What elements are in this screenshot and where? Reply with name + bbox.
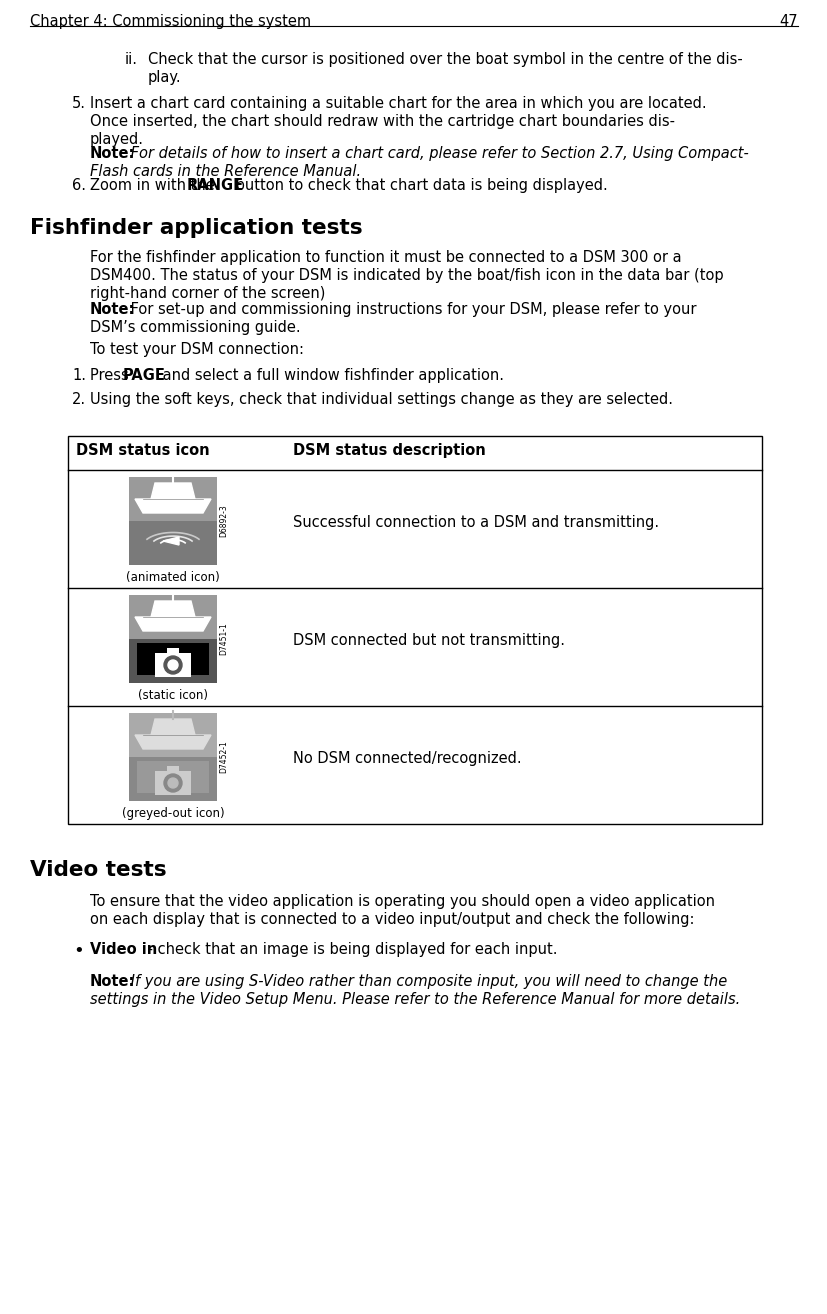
Text: 5.: 5.	[72, 96, 86, 110]
Text: (static icon): (static icon)	[138, 689, 208, 702]
Bar	[167, 766, 179, 773]
Text: Successful connection to a DSM and transmitting.: Successful connection to a DSM and trans…	[293, 515, 658, 531]
Bar	[68, 436, 761, 824]
Text: ii.: ii.	[125, 53, 138, 67]
Circle shape	[164, 774, 182, 792]
Text: To ensure that the video application is operating you should open a video applic: To ensure that the video application is …	[90, 894, 715, 909]
Polygon shape	[135, 499, 211, 512]
Text: Once inserted, the chart should redraw with the cartridge chart boundaries dis-: Once inserted, the chart should redraw w…	[90, 114, 674, 129]
Text: Video tests: Video tests	[30, 859, 166, 880]
Polygon shape	[151, 719, 195, 735]
Polygon shape	[151, 600, 195, 618]
Text: 1.: 1.	[72, 368, 86, 382]
Text: 47: 47	[778, 14, 797, 29]
Text: PAGE: PAGE	[123, 368, 165, 382]
Text: Flash cards in the Reference Manual.: Flash cards in the Reference Manual.	[90, 164, 361, 179]
Text: DSM connected but not transmitting.: DSM connected but not transmitting.	[293, 633, 564, 649]
Circle shape	[168, 778, 178, 788]
Text: Fishfinder application tests: Fishfinder application tests	[30, 218, 362, 238]
Polygon shape	[135, 618, 211, 631]
Text: D6892-3: D6892-3	[218, 505, 227, 537]
Circle shape	[168, 660, 178, 670]
Text: For the fishfinder application to function it must be connected to a DSM 300 or : For the fishfinder application to functi…	[90, 250, 681, 265]
Text: Using the soft keys, check that individual settings change as they are selected.: Using the soft keys, check that individu…	[90, 392, 672, 407]
Text: For details of how to insert a chart card, please refer to Section 2.7, Using Co: For details of how to insert a chart car…	[126, 146, 748, 162]
Text: No DSM connected/recognized.: No DSM connected/recognized.	[293, 752, 521, 766]
Text: on each display that is connected to a video input/output and check the followin: on each display that is connected to a v…	[90, 912, 694, 926]
Text: (greyed-out icon): (greyed-out icon)	[122, 807, 224, 820]
Text: Note:: Note:	[90, 146, 135, 162]
Text: DSM400. The status of your DSM is indicated by the boat/fish icon in the data ba: DSM400. The status of your DSM is indica…	[90, 268, 723, 283]
Text: DSM status description: DSM status description	[293, 443, 485, 459]
Text: For set-up and commissioning instructions for your DSM, please refer to your: For set-up and commissioning instruction…	[126, 302, 696, 317]
Circle shape	[164, 656, 182, 674]
Text: If you are using S-Video rather than composite input, you will need to change th: If you are using S-Video rather than com…	[126, 974, 726, 989]
Text: Video in: Video in	[90, 942, 157, 957]
Bar	[129, 520, 217, 565]
Text: DSM’s commissioning guide.: DSM’s commissioning guide.	[90, 321, 300, 335]
Text: and select a full window fishfinder application.: and select a full window fishfinder appl…	[158, 368, 504, 382]
Bar	[136, 643, 208, 675]
Text: •: •	[73, 942, 84, 961]
Bar	[129, 714, 217, 757]
Text: play.: play.	[148, 70, 181, 85]
Text: Note:: Note:	[90, 974, 135, 989]
Text: 2.: 2.	[72, 392, 86, 407]
Text: Check that the cursor is positioned over the boat symbol in the centre of the di: Check that the cursor is positioned over…	[148, 53, 742, 67]
Bar	[136, 761, 208, 794]
Bar	[155, 771, 191, 795]
Text: settings in the Video Setup Menu. Please refer to the Reference Manual for more : settings in the Video Setup Menu. Please…	[90, 992, 739, 1007]
Text: button to check that chart data is being displayed.: button to check that chart data is being…	[231, 177, 607, 193]
Text: right-hand corner of the screen): right-hand corner of the screen)	[90, 286, 325, 301]
Text: - check that an image is being displayed for each input.: - check that an image is being displayed…	[143, 942, 557, 957]
Bar	[129, 595, 217, 639]
Bar	[129, 639, 217, 683]
Text: Note:: Note:	[90, 302, 135, 317]
Polygon shape	[135, 735, 211, 749]
Text: Chapter 4: Commissioning the system: Chapter 4: Commissioning the system	[30, 14, 311, 29]
Text: Press: Press	[90, 368, 133, 382]
Text: Insert a chart card containing a suitable chart for the area in which you are lo: Insert a chart card containing a suitabl…	[90, 96, 705, 110]
Text: (animated icon): (animated icon)	[126, 572, 220, 583]
Bar	[167, 648, 179, 654]
Text: Zoom in with the: Zoom in with the	[90, 177, 219, 193]
Bar	[155, 653, 191, 677]
Text: played.: played.	[90, 131, 144, 147]
Text: 6.: 6.	[72, 177, 86, 193]
Bar	[129, 477, 217, 520]
Text: DSM status icon: DSM status icon	[76, 443, 209, 459]
Text: To test your DSM connection:: To test your DSM connection:	[90, 342, 304, 357]
Text: D7452-1: D7452-1	[218, 741, 227, 774]
Polygon shape	[163, 537, 179, 545]
Bar	[129, 757, 217, 802]
Text: RANGE: RANGE	[187, 177, 244, 193]
Polygon shape	[151, 484, 195, 499]
Text: D7451-1: D7451-1	[218, 623, 227, 656]
